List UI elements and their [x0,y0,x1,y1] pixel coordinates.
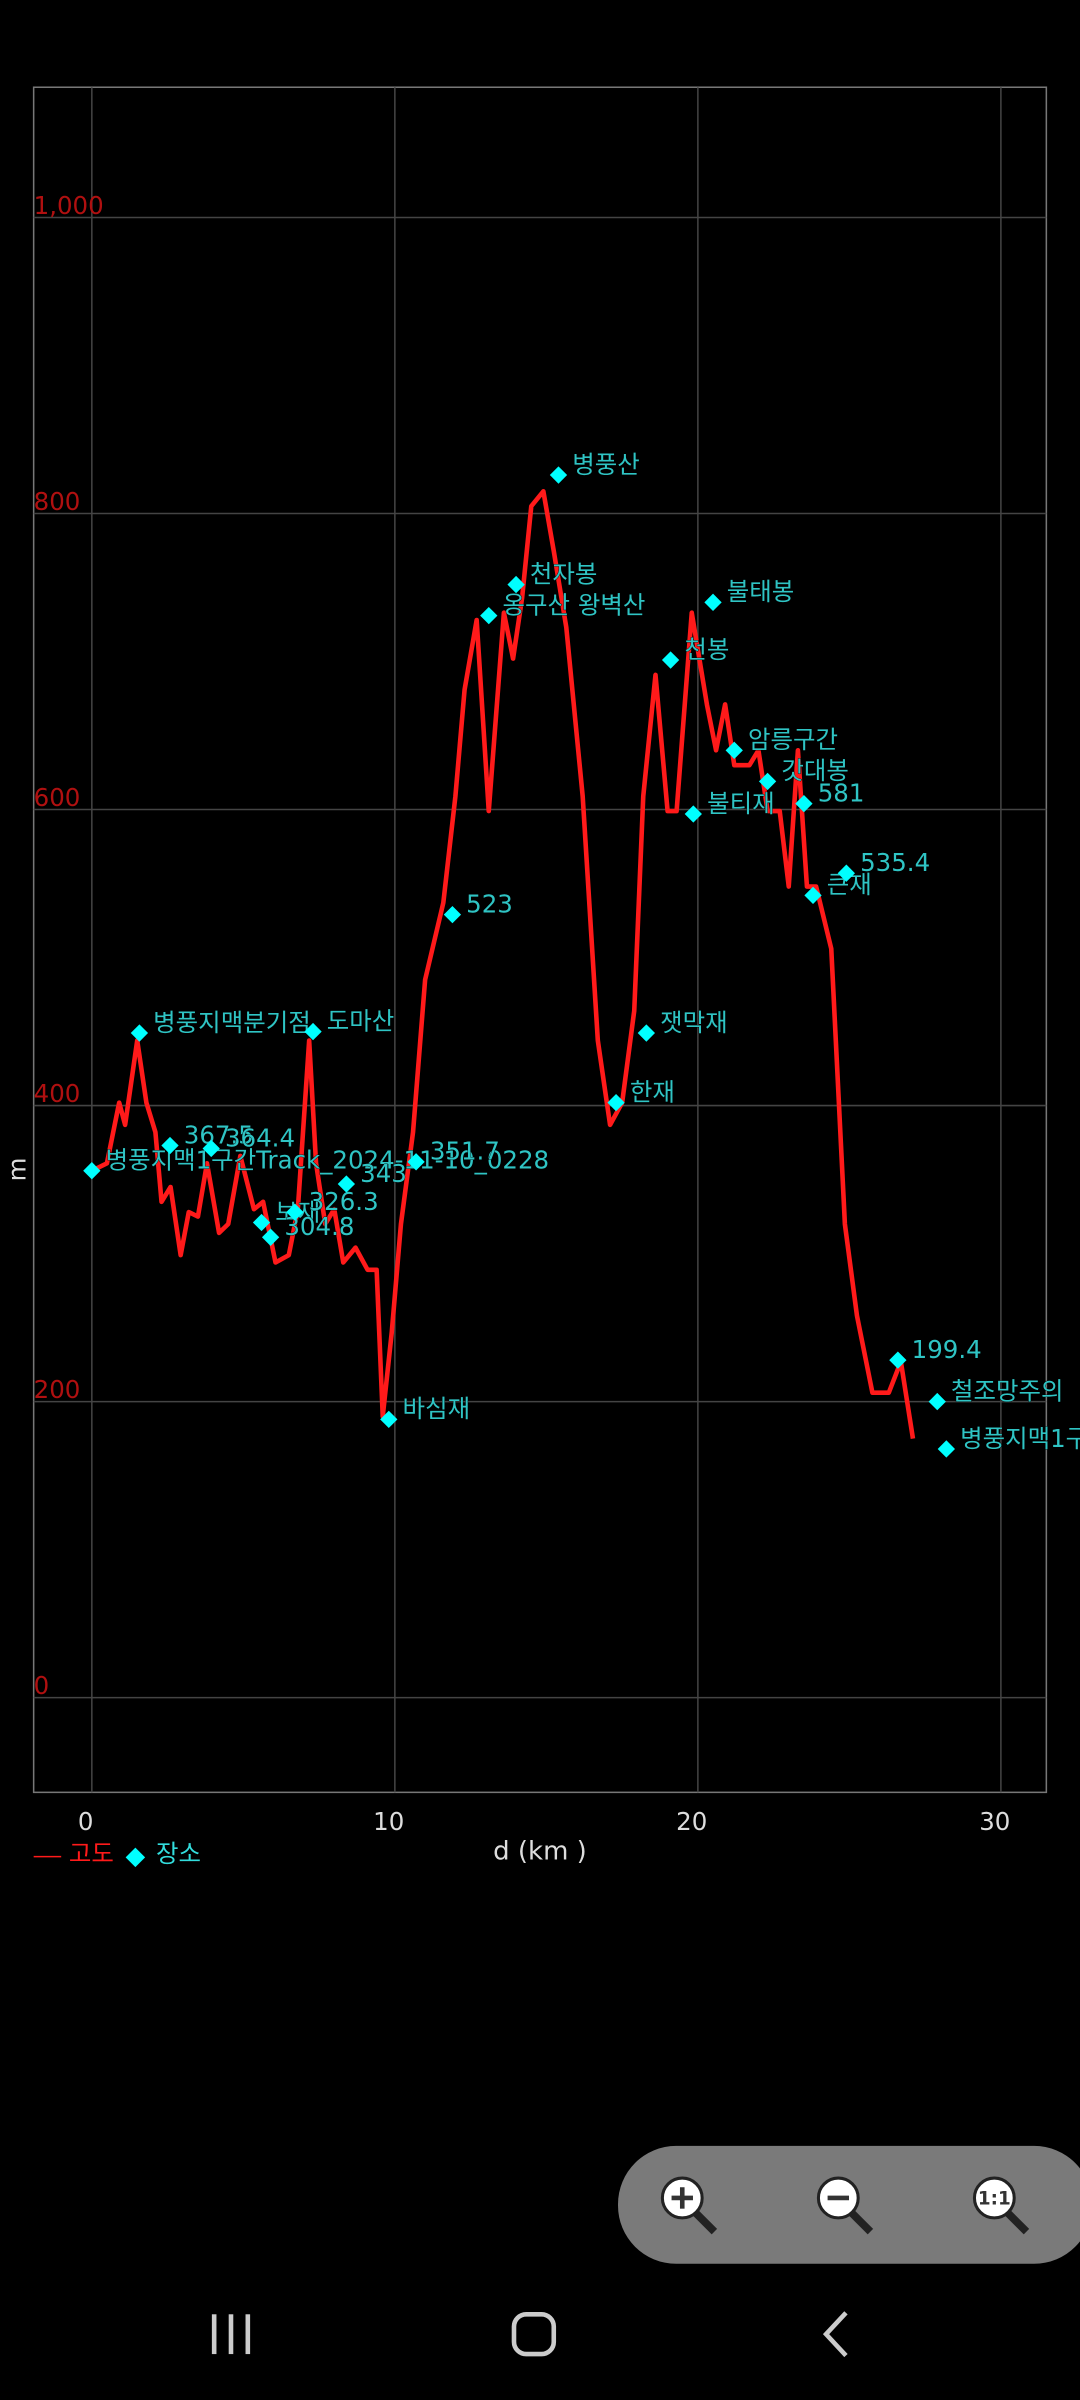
place-marker [725,741,743,759]
place-marker [130,1024,149,1042]
place-marker [286,1203,304,1221]
place-marker [83,1162,101,1180]
place-label: 523 [466,889,513,918]
y-tick-label: 1,000 [34,191,104,220]
elevation-line [90,489,916,1439]
place-marker [607,1093,625,1112]
place-label: 잿막재 [660,1008,728,1037]
place-marker [407,1153,425,1171]
place-marker [202,1139,220,1158]
x-tick-label: 30 [979,1807,1010,1836]
place-marker [261,1228,280,1246]
place-label: 343 [360,1159,407,1188]
place-marker [480,606,498,625]
place-label: 병풍지맥분기점 [153,1008,311,1037]
place-label: 옹구산 왕벽산 [503,590,646,619]
place-marker [684,805,702,823]
x-axis-label: d (km ) [493,1837,587,1867]
place-label: 병풍지맥1구간Track_2024-11-10_0228 [106,1146,549,1175]
zoom-in-button[interactable] [660,2176,718,2235]
place-label: 351.7 [430,1137,500,1166]
place-marker [161,1136,179,1155]
place-label: 병풍지맥1구 [960,1424,1080,1453]
place-label: 불태봉 [727,577,795,606]
y-tick-label: 600 [34,783,81,812]
place-marker [928,1392,946,1411]
y-tick-label: 0 [34,1671,50,1700]
place-label: 병풍산 [572,450,640,479]
x-tick-label: 10 [373,1807,404,1836]
place-marker [380,1410,398,1429]
place-marker [507,575,525,594]
place-marker [637,1024,656,1042]
legend-label: 장소 [156,1839,201,1868]
zoom-controls: 1:1 [618,2145,1080,2264]
place-label: 한재 [630,1077,675,1106]
recent-apps-button[interactable] [211,2314,251,2355]
y-tick-label: 200 [34,1375,81,1404]
place-label: 326.3 [309,1187,379,1216]
navigation-bar [211,2311,848,2358]
place-label: 천봉 [684,635,729,664]
place-label: 도마산 [327,1006,395,1035]
x-tick-label: 20 [676,1807,707,1836]
place-label: 364.4 [225,1123,295,1152]
zoom-out-button[interactable] [816,2176,874,2235]
place-marker [795,794,813,813]
place-marker [549,466,568,484]
place-label: 암릉구간 [748,725,838,754]
place-label: 천자봉 [530,559,598,588]
place-marker [889,1351,907,1369]
y-tick-label: 400 [34,1079,81,1108]
y-tick-label: 800 [34,487,81,516]
place-label: 367.5 [184,1120,254,1149]
back-button[interactable] [822,2311,848,2358]
place-marker [804,886,822,905]
place-label: 불티재 [707,789,775,818]
place-marker [304,1022,322,1041]
home-button[interactable] [511,2311,557,2357]
legend-marker [125,1847,146,1868]
place-label: 철조망주의 [951,1376,1064,1405]
zoom-reset-label: 1:1 [978,2188,1011,2209]
place-marker [937,1440,956,1458]
place-label: 199.4 [912,1335,982,1364]
places: 병풍지맥1구간Track_2024-11-10_0228 병풍지맥분기점 367.5… [83,449,1080,1458]
place-marker [837,864,856,882]
x-tick-label: 0 [78,1807,94,1836]
zoom-reset-button[interactable]: 1:1 [972,2176,1030,2235]
place-marker [661,651,680,669]
place-marker [704,593,722,611]
y-axis-label: m [2,1157,31,1181]
grid [33,87,1047,1793]
place-label: 바심재 [403,1394,471,1423]
legend-label: 고도 [69,1839,114,1868]
place-label: 581 [818,778,865,807]
place-label: 535.4 [860,848,930,877]
legend: 고도 장소 [33,1839,201,1868]
plot-frame [32,86,1048,1794]
place-label: 갓대봉 [781,756,849,785]
place-marker [443,905,462,924]
